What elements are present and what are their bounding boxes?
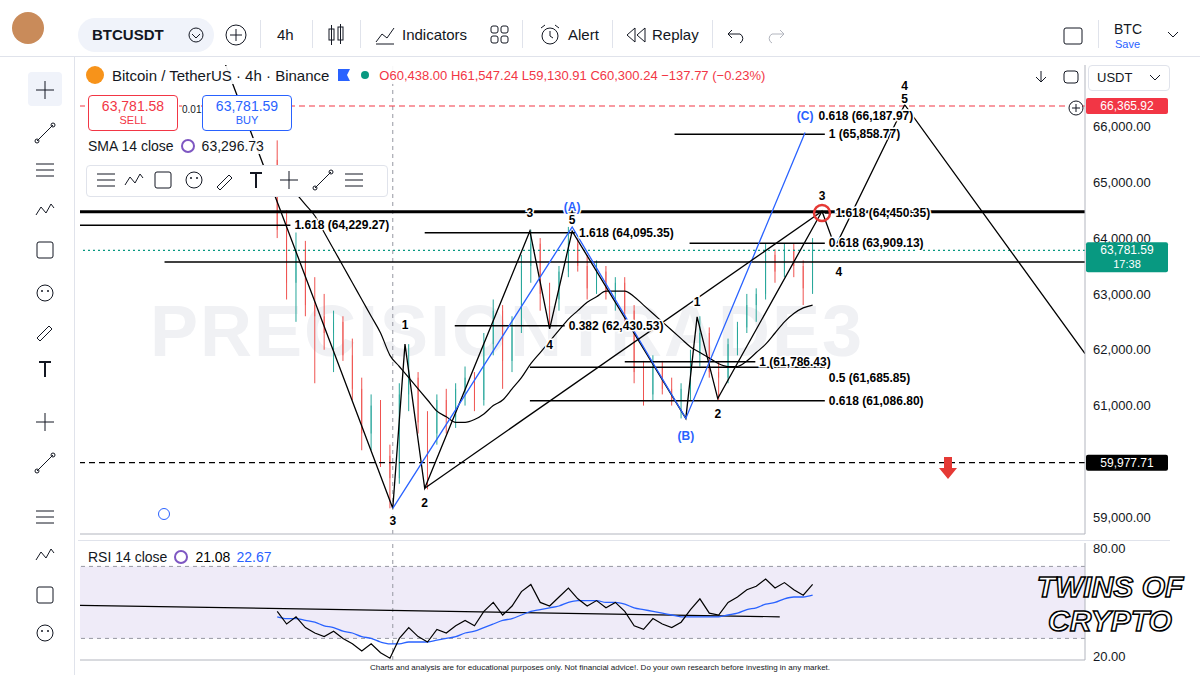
svg-text:63,000.00: 63,000.00 bbox=[1093, 287, 1151, 302]
svg-text:65,000.00: 65,000.00 bbox=[1093, 175, 1151, 190]
svg-text:66,365.92: 66,365.92 bbox=[1100, 99, 1154, 113]
svg-text:5: 5 bbox=[901, 92, 908, 106]
svg-text:0.618 (63,909.13): 0.618 (63,909.13) bbox=[829, 236, 924, 250]
svg-text:1 (65,858.77): 1 (65,858.77) bbox=[829, 127, 900, 141]
svg-text:59,000.00: 59,000.00 bbox=[1093, 510, 1151, 525]
svg-text:1: 1 bbox=[402, 318, 409, 332]
svg-text:66,000.00: 66,000.00 bbox=[1093, 119, 1151, 134]
svg-text:0.618 (61,086.80): 0.618 (61,086.80) bbox=[829, 394, 924, 408]
svg-text:4: 4 bbox=[836, 265, 843, 279]
svg-text:3: 3 bbox=[389, 514, 396, 528]
svg-text:2: 2 bbox=[421, 496, 428, 510]
svg-text:0.5 (61,685.85): 0.5 (61,685.85) bbox=[829, 371, 910, 385]
svg-text:17:38: 17:38 bbox=[1113, 258, 1141, 270]
svg-text:0.382 (62,430.53): 0.382 (62,430.53) bbox=[569, 319, 664, 333]
svg-text:61,000.00: 61,000.00 bbox=[1093, 398, 1151, 413]
svg-text:20.00: 20.00 bbox=[1093, 649, 1126, 663]
svg-text:3: 3 bbox=[819, 189, 826, 203]
svg-text:3: 3 bbox=[527, 206, 534, 220]
svg-text:1.618 (64,229.27): 1.618 (64,229.27) bbox=[294, 218, 389, 232]
svg-text:59,977.71: 59,977.71 bbox=[1100, 456, 1154, 470]
svg-text:(A): (A) bbox=[564, 200, 581, 214]
svg-text:5: 5 bbox=[569, 213, 576, 227]
svg-text:62,000.00: 62,000.00 bbox=[1093, 342, 1151, 357]
svg-text:1.618 (64,095.35): 1.618 (64,095.35) bbox=[579, 226, 674, 240]
svg-text:80.00: 80.00 bbox=[1093, 541, 1126, 556]
svg-text:(B): (B) bbox=[677, 429, 694, 443]
svg-text:0.618 (66,187.97): 0.618 (66,187.97) bbox=[818, 109, 913, 123]
svg-text:4: 4 bbox=[546, 338, 553, 352]
svg-text:2: 2 bbox=[714, 407, 721, 421]
svg-text:(C): (C) bbox=[797, 109, 814, 123]
svg-text:1.618 (64,450.35): 1.618 (64,450.35) bbox=[835, 206, 930, 220]
svg-text:1 (61,786.43): 1 (61,786.43) bbox=[759, 355, 830, 369]
svg-text:63,781.59: 63,781.59 bbox=[1100, 243, 1154, 257]
svg-text:1: 1 bbox=[694, 295, 701, 309]
